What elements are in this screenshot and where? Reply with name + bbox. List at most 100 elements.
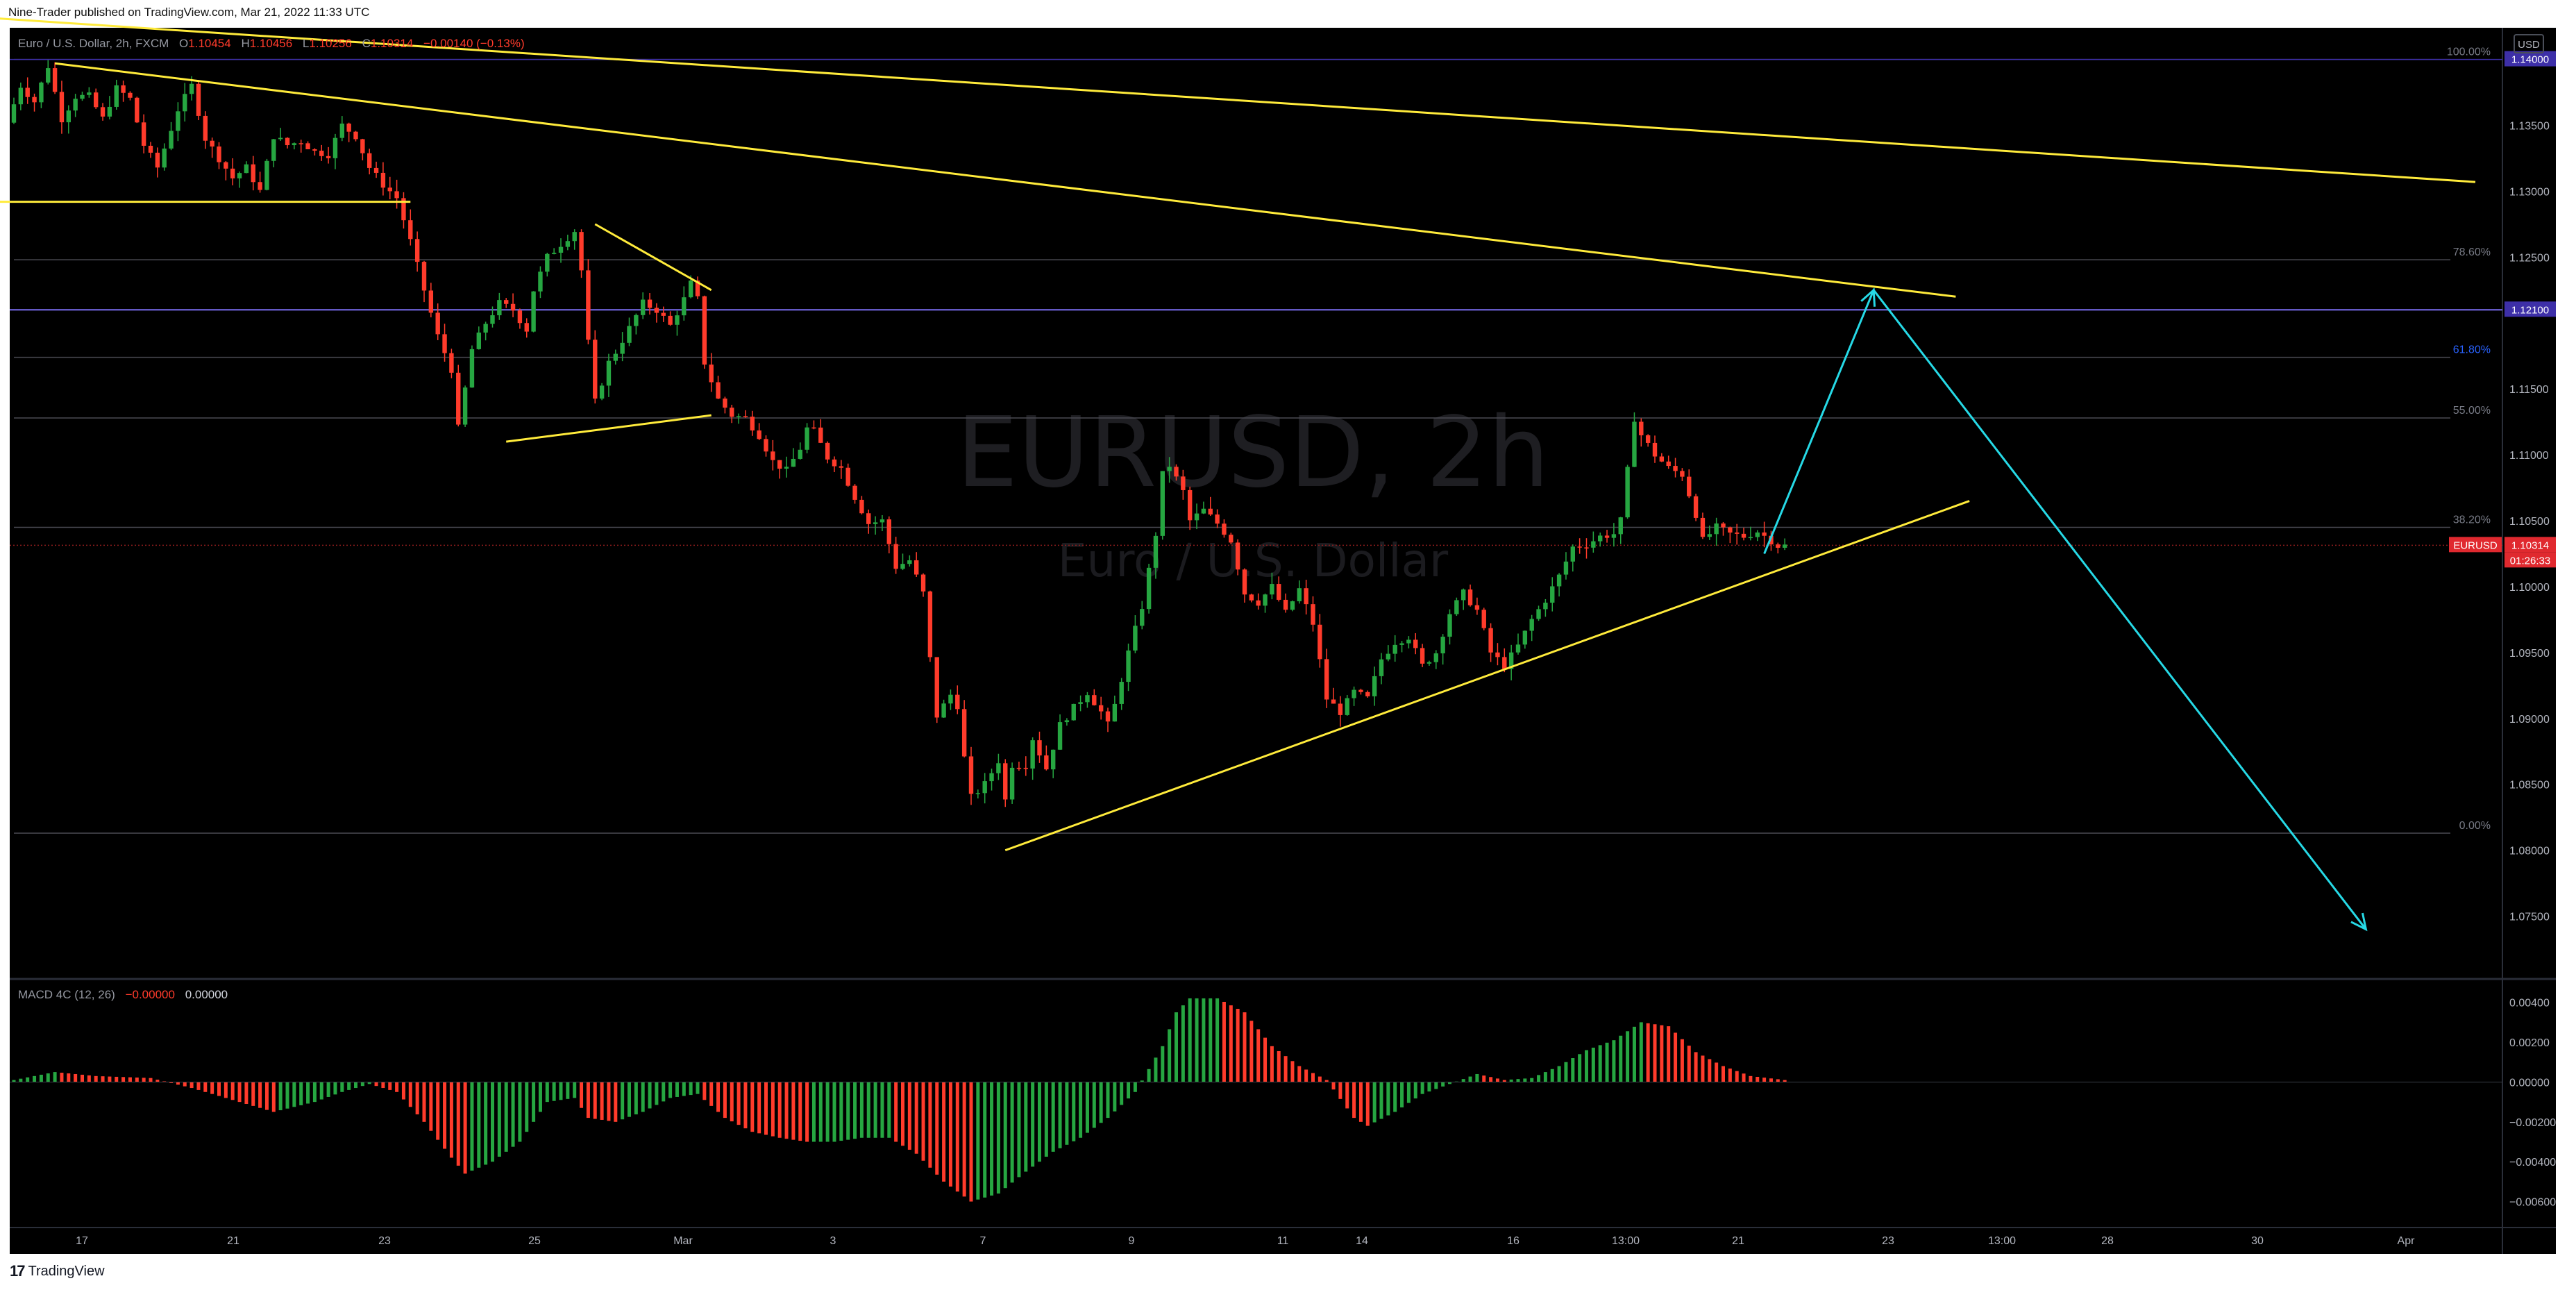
macd-bar bbox=[1660, 1025, 1664, 1082]
macd-bar bbox=[511, 1082, 515, 1147]
macd-bar bbox=[1270, 1046, 1274, 1082]
macd-bar bbox=[121, 1077, 126, 1082]
candle-body bbox=[87, 92, 92, 95]
macd-bar bbox=[1509, 1079, 1513, 1082]
macd-bar bbox=[1338, 1082, 1342, 1099]
macd-bar bbox=[135, 1077, 139, 1082]
macd-bar bbox=[1605, 1042, 1609, 1082]
candle-body bbox=[1078, 702, 1083, 704]
macd-bar bbox=[1318, 1076, 1322, 1082]
macd-bar bbox=[456, 1082, 460, 1166]
candle-body bbox=[1379, 659, 1384, 676]
candle-body bbox=[1085, 695, 1090, 703]
macd-bar bbox=[784, 1082, 789, 1139]
candle-body bbox=[1461, 589, 1466, 601]
macd-bar bbox=[46, 1073, 50, 1082]
price-tick-label: 1.11000 bbox=[2509, 450, 2549, 462]
candle-body bbox=[414, 239, 420, 262]
macd-bar bbox=[1147, 1069, 1151, 1082]
macd-bar bbox=[477, 1082, 481, 1168]
candle-body bbox=[531, 291, 536, 332]
currency-box[interactable] bbox=[2514, 34, 2544, 53]
macd-bar bbox=[33, 1075, 37, 1082]
candle-body bbox=[1392, 644, 1397, 654]
macd-bar bbox=[662, 1082, 666, 1102]
candle-body bbox=[1057, 722, 1063, 750]
drawings[interactable] bbox=[0, 17, 2476, 932]
time-tick-label: 16 bbox=[1507, 1235, 1519, 1247]
candle-body bbox=[934, 657, 939, 718]
candle-body bbox=[1508, 652, 1514, 669]
fib-label: 55.00% bbox=[2453, 405, 2491, 417]
candle-body bbox=[1208, 508, 1213, 515]
macd-bar bbox=[299, 1082, 303, 1105]
macd-bar bbox=[689, 1082, 693, 1096]
candle-body bbox=[497, 300, 502, 316]
macd-bar bbox=[1585, 1050, 1588, 1082]
candle-body bbox=[1126, 650, 1131, 682]
macd-bar bbox=[723, 1082, 727, 1119]
macd-bar bbox=[1639, 1022, 1643, 1082]
candle-body bbox=[1782, 544, 1787, 548]
candle-body bbox=[723, 399, 727, 408]
macd-bar bbox=[278, 1082, 283, 1111]
macd-bar bbox=[1079, 1082, 1083, 1138]
macd-bar bbox=[1482, 1075, 1486, 1082]
candle-body bbox=[504, 300, 509, 304]
candle-body bbox=[1714, 523, 1719, 535]
time-tick-label: 28 bbox=[2101, 1235, 2114, 1247]
candle-body bbox=[1256, 600, 1261, 606]
macd-value-2: 0.00000 bbox=[185, 988, 228, 1001]
candle-body bbox=[1345, 698, 1349, 715]
fib-levels: 100.00% 78.60% 61.80% 55.00% 38.20% 0.00% bbox=[10, 47, 2502, 834]
candle-body bbox=[135, 97, 140, 123]
candle-body bbox=[1584, 547, 1589, 548]
candle-body bbox=[948, 694, 953, 704]
candle-body bbox=[551, 252, 557, 254]
candle-body bbox=[210, 140, 214, 147]
macd-bar bbox=[1612, 1040, 1616, 1082]
candle-body bbox=[1222, 523, 1227, 535]
candle-body bbox=[435, 312, 440, 335]
candle-body bbox=[32, 97, 37, 103]
candle-body bbox=[593, 340, 598, 399]
macd-bar bbox=[1175, 1012, 1178, 1082]
candle-body bbox=[121, 85, 126, 93]
macd-bar bbox=[1461, 1079, 1465, 1082]
macd-tick-label: −0.00600 bbox=[2509, 1197, 2556, 1209]
macd-bar bbox=[702, 1082, 707, 1100]
symbol-label: EURUSD bbox=[2453, 539, 2498, 551]
macd-bar bbox=[1448, 1082, 1451, 1084]
macd-bar bbox=[1379, 1082, 1383, 1119]
macd-bar bbox=[880, 1082, 884, 1138]
candle-body bbox=[11, 104, 17, 123]
candle-body bbox=[1009, 767, 1015, 800]
candle-body bbox=[1604, 535, 1610, 538]
time-tick-label: 13:00 bbox=[1612, 1235, 1640, 1247]
macd-bar bbox=[628, 1082, 631, 1117]
macd-bar bbox=[736, 1082, 741, 1125]
candle-body bbox=[750, 417, 755, 430]
candle-body bbox=[456, 372, 461, 425]
candle-body bbox=[961, 709, 967, 757]
tradingview-brand[interactable]: 17 TradingView bbox=[10, 1262, 105, 1280]
macd-bar bbox=[1195, 998, 1199, 1082]
macd-bar bbox=[976, 1082, 980, 1200]
candle-body bbox=[627, 326, 632, 343]
candle-body bbox=[66, 110, 71, 123]
legend-title: Euro / U.S. Dollar, 2h, FXCM bbox=[18, 37, 169, 50]
candle-body bbox=[100, 107, 106, 117]
macd-bar bbox=[1133, 1082, 1137, 1092]
macd-legend: MACD 4C (12, 26) −0.00000 0.00000 bbox=[18, 988, 228, 1001]
macd-bar bbox=[251, 1082, 255, 1106]
macd-bar bbox=[559, 1082, 563, 1100]
macd-tick-label: 0.00000 bbox=[2509, 1077, 2550, 1089]
candle-body bbox=[442, 334, 447, 353]
candle-body bbox=[839, 466, 844, 468]
candle-body bbox=[1776, 544, 1781, 548]
macd-bar bbox=[1263, 1037, 1268, 1082]
candle-body bbox=[1591, 541, 1596, 548]
candle-body bbox=[1522, 630, 1528, 645]
publisher-caption: Nine-Trader published on TradingView.com… bbox=[8, 6, 370, 19]
